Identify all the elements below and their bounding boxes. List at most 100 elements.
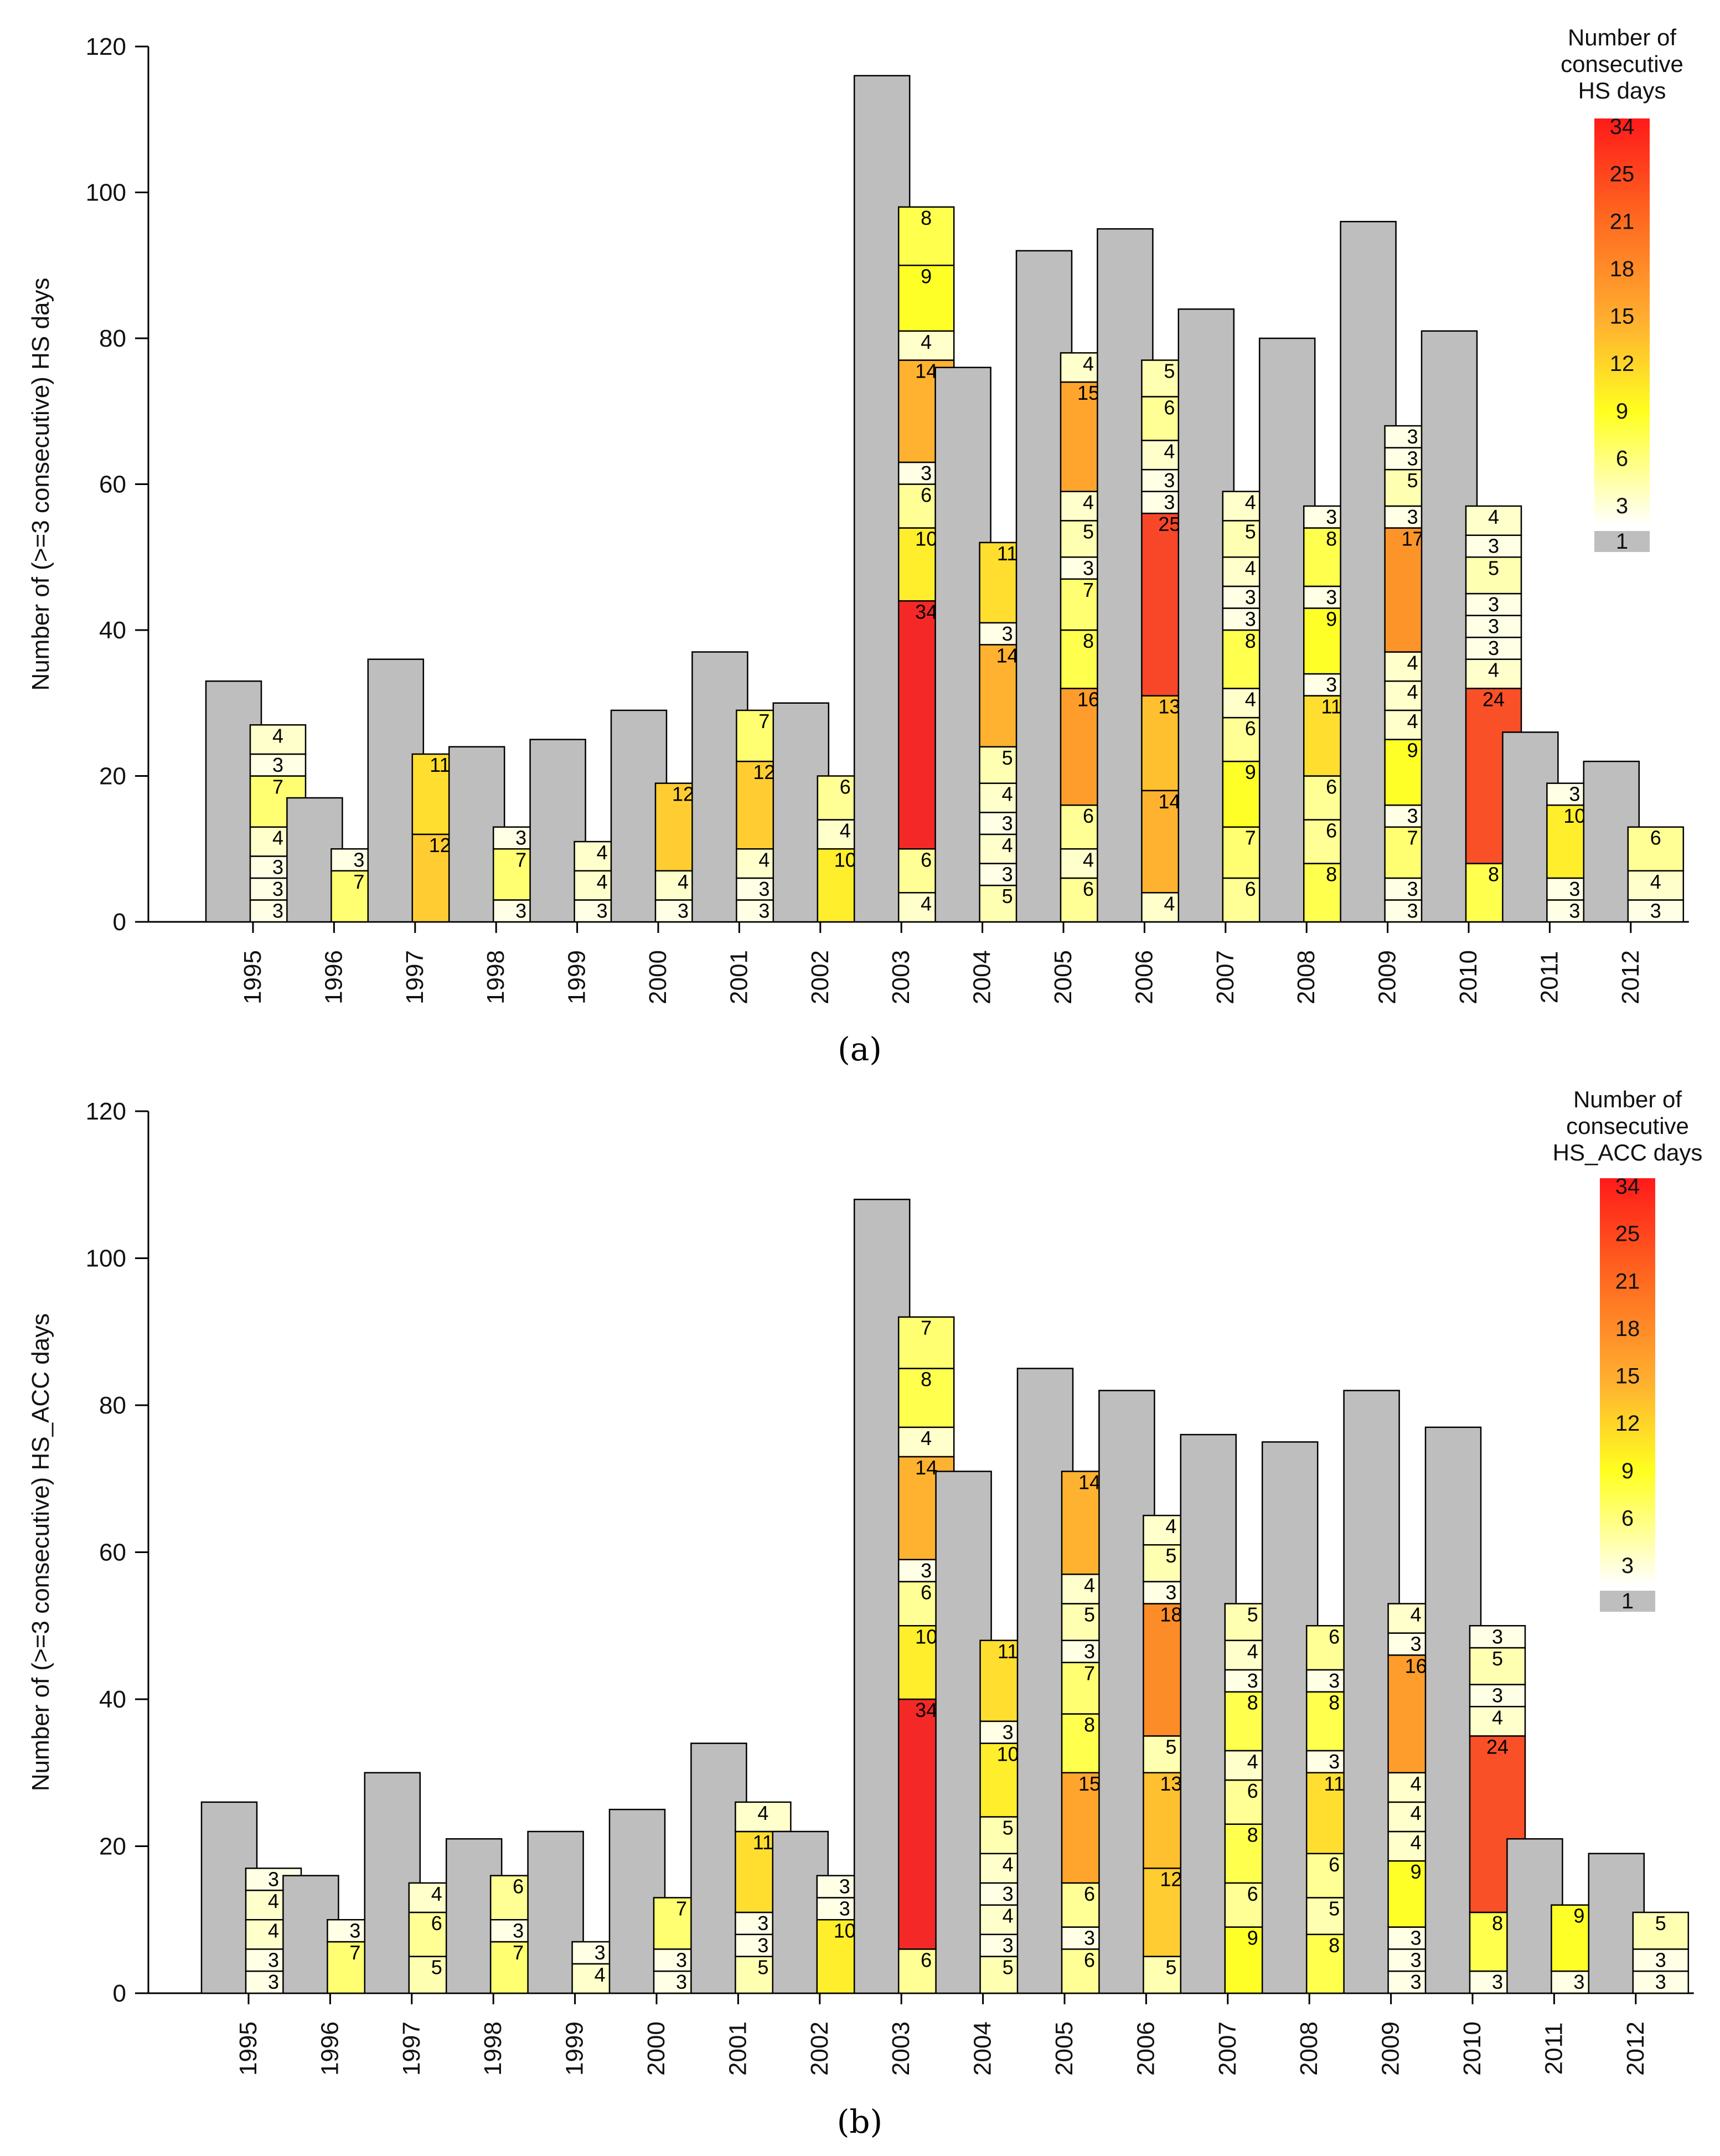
segment-value-label: 3	[1492, 1684, 1503, 1706]
heat-spell-segment-2010	[1465, 505, 1522, 536]
segment-value-label: 14	[915, 360, 937, 383]
segment-value-label: 8	[1326, 528, 1337, 550]
legend-label: 34	[1610, 115, 1635, 139]
segment-value-label: 6	[921, 1948, 932, 1971]
legend-label: 25	[1615, 1222, 1640, 1246]
heat-spell-segment-2001	[735, 1801, 792, 1833]
segment-value-label: 6	[921, 1581, 932, 1604]
segment-value-label: 6	[1650, 827, 1661, 849]
segment-value-label: 3	[1407, 425, 1418, 448]
x-tick-label: 1998	[482, 950, 509, 1004]
segment-value-label: 9	[1326, 607, 1337, 630]
segment-value-label: 3	[1411, 1927, 1422, 1949]
segment-value-label: 4	[1083, 848, 1094, 871]
segment-value-label: 3	[1407, 447, 1418, 470]
x-tick-label: 2008	[1293, 950, 1320, 1004]
segment-value-label: 3	[1002, 863, 1013, 886]
segment-value-label: 10	[997, 1743, 1019, 1766]
segment-value-label: 3	[1407, 878, 1418, 900]
chart-panel-a: 0 20 40 60 80 100 120 Number of (>=3 consecutiv…	[27, 24, 1689, 1068]
segment-value-label: 3	[1084, 1640, 1095, 1663]
panel-label: (a)	[838, 1030, 882, 1068]
segment-value-label: 4	[921, 1427, 932, 1450]
segment-value-label: 7	[1083, 579, 1094, 601]
segment-value-label: 4	[1492, 1706, 1503, 1729]
heat-spell-segment-2003	[897, 1368, 955, 1428]
segment-value-label: 11	[430, 754, 450, 776]
segment-value-label: 10	[1563, 804, 1585, 827]
segment-value-label: 4	[1083, 491, 1094, 514]
heat-spell-segment-2012	[1632, 1911, 1690, 1950]
segment-value-label: 6	[1164, 396, 1175, 419]
segment-value-label: 7	[676, 1897, 687, 1920]
x-tick-label: 2000	[643, 2021, 670, 2076]
panel-label: (b)	[837, 2103, 882, 2140]
segment-value-label: 8	[1488, 863, 1499, 886]
legend-color-scale	[1594, 118, 1650, 525]
x-tick-label: 2000	[644, 950, 672, 1004]
segment-value-label: 14	[915, 1456, 937, 1479]
segment-value-label: 13	[1160, 1772, 1182, 1795]
segment-value-label: 9	[1245, 761, 1256, 783]
segment-value-label: 4	[1247, 1750, 1258, 1773]
segment-value-label: 3	[268, 1868, 279, 1890]
segment-value-label: 3	[272, 878, 283, 900]
segment-value-label: 3	[515, 899, 526, 922]
segment-value-label: 3	[1569, 878, 1580, 900]
legend-label: 6	[1621, 1506, 1634, 1530]
legend-title-line: HS days	[1578, 78, 1666, 104]
segment-value-label: 4	[597, 870, 608, 893]
x-tick-label: 2008	[1295, 2021, 1323, 2076]
segment-value-label: 3	[839, 1875, 850, 1898]
segment-value-label: 3	[1003, 1721, 1014, 1744]
segment-value-label: 3	[1329, 1669, 1340, 1692]
segment-value-label: 3	[1488, 593, 1499, 616]
heat-spell-segment-2012	[1627, 826, 1685, 872]
segment-value-label: 5	[1165, 1735, 1176, 1758]
segment-value-label: 4	[678, 870, 689, 893]
legend-label: 3	[1621, 1554, 1634, 1578]
segment-value-label: 15	[1078, 1772, 1101, 1795]
heat-spell-segment-2012	[1627, 870, 1685, 901]
legend-label: 18	[1610, 257, 1635, 281]
segment-value-label: 5	[1083, 520, 1094, 543]
segment-value-label: 4	[1488, 659, 1499, 682]
heat-spell-segment-1995	[249, 724, 307, 755]
segment-value-label: 4	[1245, 491, 1256, 514]
segment-value-label: 3	[921, 1559, 932, 1582]
x-tick-label: 2011	[1540, 2023, 1567, 2075]
segment-value-label: 4	[1488, 506, 1499, 528]
segment-value-label: 8	[921, 1368, 932, 1391]
x-tick-label: 2009	[1374, 950, 1401, 1004]
y-tick-label: 40	[99, 1686, 126, 1713]
segment-value-label: 4	[268, 1919, 279, 1942]
heat-spell-segment-2003	[897, 1316, 955, 1369]
segment-value-label: 5	[1165, 1956, 1176, 1979]
y-tick-label: 40	[99, 617, 126, 644]
segment-value-label: 5	[1003, 1956, 1014, 1979]
segment-value-label: 3	[1165, 1581, 1176, 1604]
legend-label: 25	[1610, 162, 1635, 187]
legend-label: 12	[1610, 352, 1635, 376]
segment-value-label: 3	[757, 1934, 768, 1957]
legend-title-line: Number of	[1568, 24, 1676, 50]
segment-value-label: 10	[834, 1919, 856, 1942]
segment-value-label: 7	[272, 776, 283, 798]
y-tick-label: 20	[99, 1833, 126, 1860]
segment-value-label: 8	[921, 207, 932, 229]
segment-value-label: 6	[1326, 819, 1337, 842]
segment-value-label: 8	[1245, 630, 1256, 652]
x-tick-label: 2006	[1132, 2021, 1159, 2076]
segment-value-label: 3	[1164, 469, 1175, 492]
segment-value-label: 6	[921, 848, 932, 871]
heat-spell-segment-2010	[1469, 1684, 1526, 1708]
segment-value-label: 4	[921, 331, 932, 353]
segment-value-label: 3	[1655, 1948, 1666, 1971]
segment-value-label: 12	[672, 783, 694, 806]
segment-value-label: 5	[1003, 1816, 1014, 1839]
x-tick-label: 1996	[320, 950, 347, 1004]
segment-value-label: 4	[1164, 440, 1175, 462]
x-tick-label: 1999	[564, 950, 591, 1004]
segment-value-label: 4	[1407, 680, 1418, 703]
